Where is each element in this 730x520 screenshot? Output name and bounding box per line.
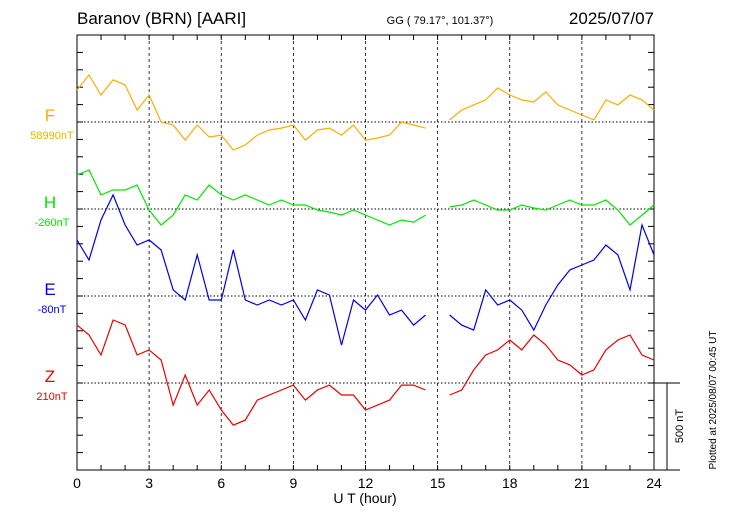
- series-line-f: [449, 87, 655, 121]
- x-tick-label: 6: [217, 475, 225, 491]
- baseline-value-e: -80nT: [38, 304, 67, 316]
- x-tick-label: 12: [358, 475, 374, 491]
- station-coords: GG ( 79.17°, 101.37°): [387, 15, 494, 27]
- component-label-e: E: [44, 280, 55, 299]
- x-tick-label: 15: [430, 475, 446, 491]
- series-line-h: [76, 169, 426, 226]
- component-label-h: H: [44, 193, 56, 212]
- series-line-e: [76, 193, 426, 346]
- series-line-h: [449, 199, 655, 226]
- x-tick-label: 18: [502, 475, 518, 491]
- chart-date: 2025/07/07: [569, 9, 654, 28]
- series-line-f: [76, 73, 426, 151]
- x-axis-label: U T (hour): [333, 490, 396, 506]
- component-label-z: Z: [45, 367, 55, 386]
- baseline-value-f: 58990nT: [30, 130, 74, 142]
- series-line-e: [449, 222, 655, 332]
- chart-title: Baranov (BRN) [AARI]: [77, 9, 246, 28]
- x-tick-label: 9: [289, 475, 297, 491]
- baseline-value-h: -260nT: [35, 217, 70, 229]
- scale-bar-label: 500 nT: [674, 409, 686, 444]
- x-tick-label: 24: [646, 475, 662, 491]
- series-line-z: [76, 319, 426, 426]
- x-tick-label: 0: [73, 475, 81, 491]
- x-tick-label: 3: [145, 475, 153, 491]
- x-tick-label: 21: [574, 475, 590, 491]
- plotted-timestamp: Plotted at 2025/08/07 00:45 UT: [708, 331, 719, 470]
- series-line-z: [449, 334, 655, 396]
- baseline-value-z: 210nT: [36, 391, 67, 403]
- component-label-f: F: [45, 106, 55, 125]
